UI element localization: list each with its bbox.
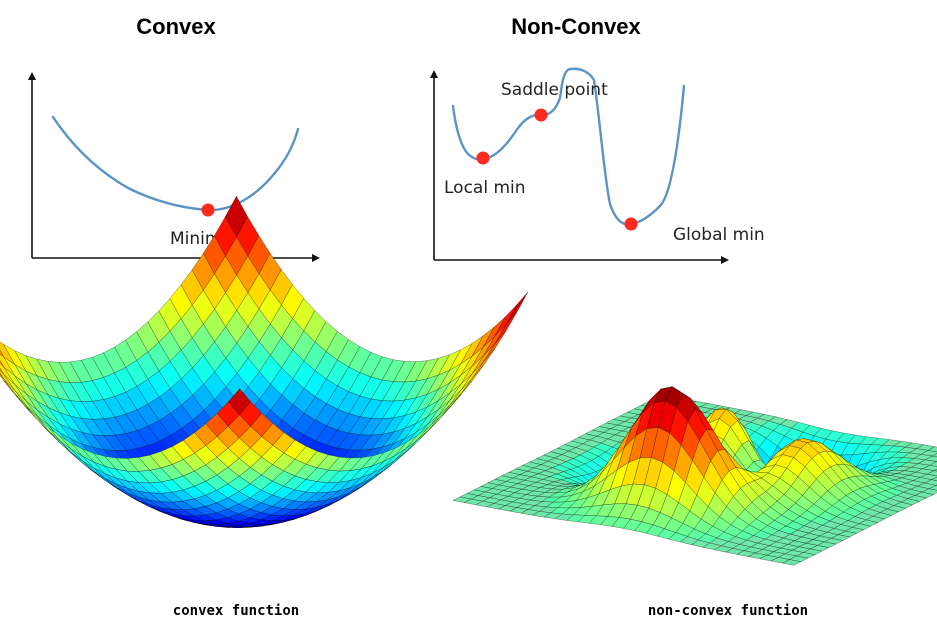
surface-facet bbox=[0, 349, 4, 358]
local-min-marker bbox=[476, 151, 490, 165]
nonconvex-2d-panel: Non-Convex Saddle point Local min Global… bbox=[430, 14, 765, 264]
nonconvex-title: Non-Convex bbox=[511, 14, 641, 39]
surface-facet bbox=[494, 304, 517, 338]
surface-facet bbox=[926, 470, 937, 477]
convex-3d-surface bbox=[0, 195, 529, 528]
nonconvex-caption: non-convex function bbox=[648, 603, 808, 619]
global-min-label: Global min bbox=[673, 225, 765, 245]
minimizer-marker bbox=[201, 203, 215, 217]
saddle-point-label: Saddle point bbox=[501, 80, 608, 100]
local-min-label: Local min bbox=[444, 178, 526, 198]
nonconvex-3d-surface bbox=[452, 386, 937, 566]
surface-facet bbox=[0, 373, 5, 380]
surface-facet bbox=[782, 559, 802, 566]
surface-facet bbox=[931, 453, 937, 458]
surface-facet bbox=[0, 368, 5, 375]
convex-curve bbox=[51, 115, 300, 212]
surface-facet bbox=[929, 461, 937, 467]
convex-caption: convex function bbox=[173, 603, 299, 619]
surface-facet bbox=[505, 291, 529, 326]
global-min-marker bbox=[624, 217, 638, 231]
surface-facet bbox=[228, 388, 251, 415]
saddle-point-marker bbox=[534, 108, 548, 122]
surface-facet bbox=[0, 360, 4, 368]
nonconvex-curve bbox=[451, 67, 686, 226]
convex-2d-panel: Convex Minimizer bbox=[28, 14, 320, 262]
convex-title: Convex bbox=[136, 14, 216, 39]
surface-facet bbox=[927, 446, 937, 453]
